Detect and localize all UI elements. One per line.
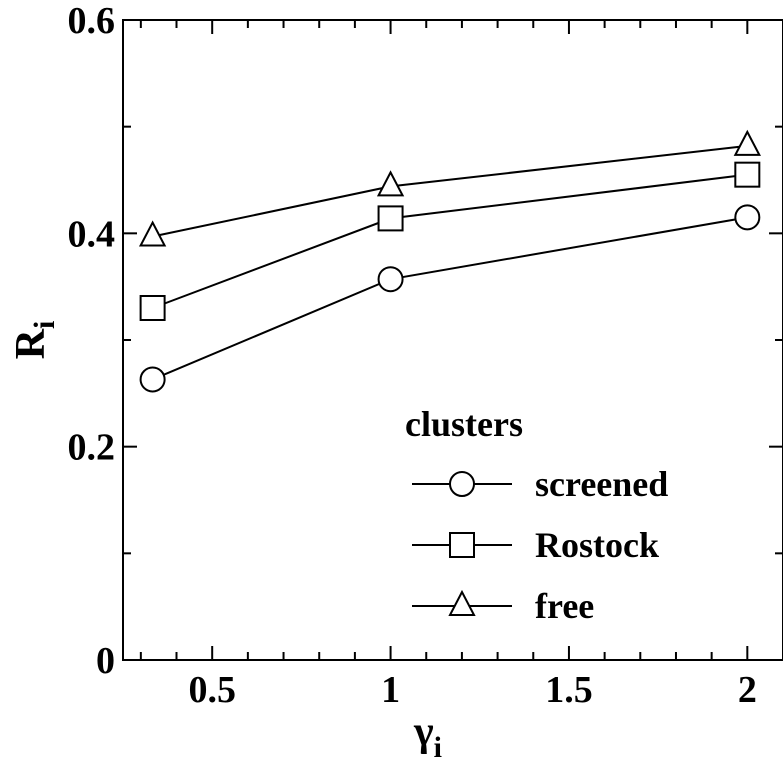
series-rostock <box>139 161 761 321</box>
x-tick-label: 2 <box>738 669 757 711</box>
data-point <box>734 161 761 188</box>
y-tick-label: 0.2 <box>68 427 116 469</box>
x-tick-label: 1.5 <box>545 669 593 711</box>
legend-marker <box>449 532 475 558</box>
legend-items: screened Rostock free <box>412 464 668 626</box>
legend-label: screened <box>535 464 668 504</box>
legend-label: Rostock <box>535 525 659 565</box>
x-axis-label-sub: i <box>434 731 442 764</box>
tick-labels: 0.5 1 1.5 2 0 0.2 0.4 0.6 <box>68 0 757 711</box>
series-layer <box>138 129 761 393</box>
legend: clusters screened Rostock free <box>405 404 668 626</box>
x-tick-label: 1 <box>381 669 400 711</box>
y-tick-label: 0.6 <box>68 0 116 42</box>
data-point <box>139 366 166 393</box>
series-line <box>152 144 748 238</box>
data-point <box>376 170 405 197</box>
legend-marker <box>448 589 476 616</box>
series-free <box>138 129 761 247</box>
data-point <box>377 266 404 293</box>
x-axis-label-main: γ <box>413 709 434 755</box>
y-axis-label: Ri <box>8 321 61 360</box>
legend-item-rostock: Rostock <box>412 525 659 565</box>
data-point <box>139 295 166 321</box>
legend-marker <box>449 471 475 497</box>
data-point <box>138 220 167 247</box>
series-screened <box>139 204 761 393</box>
series-line <box>152 173 748 309</box>
legend-title: clusters <box>405 404 523 444</box>
data-point <box>733 129 761 156</box>
legend-label: free <box>535 586 594 626</box>
y-axis-label-sub: i <box>28 321 61 329</box>
data-point <box>377 205 404 232</box>
data-point <box>734 204 761 231</box>
y-axis-label-main: R <box>8 328 54 359</box>
series-line <box>152 216 748 381</box>
y-tick-label: 0.4 <box>68 213 116 255</box>
x-tick-label: 0.5 <box>188 669 236 711</box>
x-axis-label: γi <box>413 709 442 764</box>
legend-item-screened: screened <box>412 464 668 504</box>
axis-ticks <box>123 19 783 661</box>
legend-item-free: free <box>412 586 594 626</box>
plot-frame <box>122 19 783 661</box>
y-tick-label: 0 <box>96 640 115 682</box>
